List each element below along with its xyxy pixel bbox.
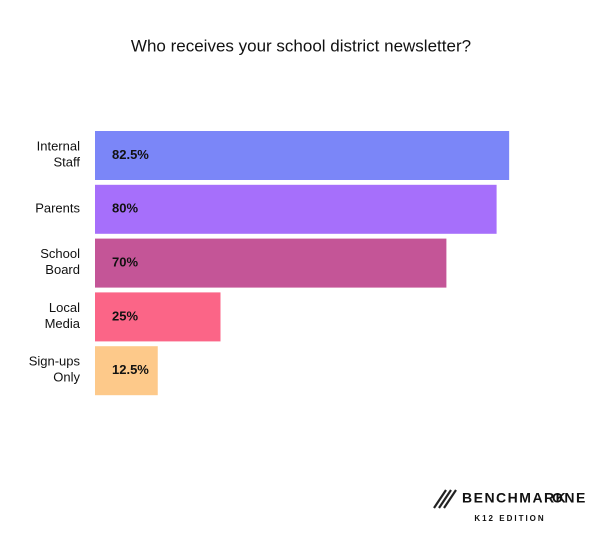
value-label: 82.5%: [112, 147, 149, 162]
bar: [95, 346, 158, 396]
category-label: Parents: [35, 201, 80, 216]
category-label: Sign-ups Only: [29, 354, 81, 385]
logo-brand: BENCHMARK: [462, 490, 567, 506]
logo-edition: K12 EDITION: [474, 514, 545, 523]
bar: [95, 238, 447, 288]
value-label: 70%: [112, 255, 138, 270]
value-label: 25%: [112, 308, 138, 323]
bar: [95, 131, 510, 180]
logo: BENCHMARK ONE K12 EDITION: [433, 489, 587, 523]
category-label: Local Media: [45, 300, 81, 331]
category-label: Internal Staff: [37, 139, 81, 170]
value-label: 80%: [112, 201, 138, 216]
logo-icon: [433, 489, 457, 509]
bar: [95, 184, 497, 234]
value-label: 12.5%: [112, 362, 149, 377]
logo-brand-accent: ONE: [552, 490, 587, 506]
bar: [95, 292, 221, 342]
chart-title: Who receives your school district newsle…: [131, 36, 471, 55]
category-label: School Board: [40, 247, 80, 278]
